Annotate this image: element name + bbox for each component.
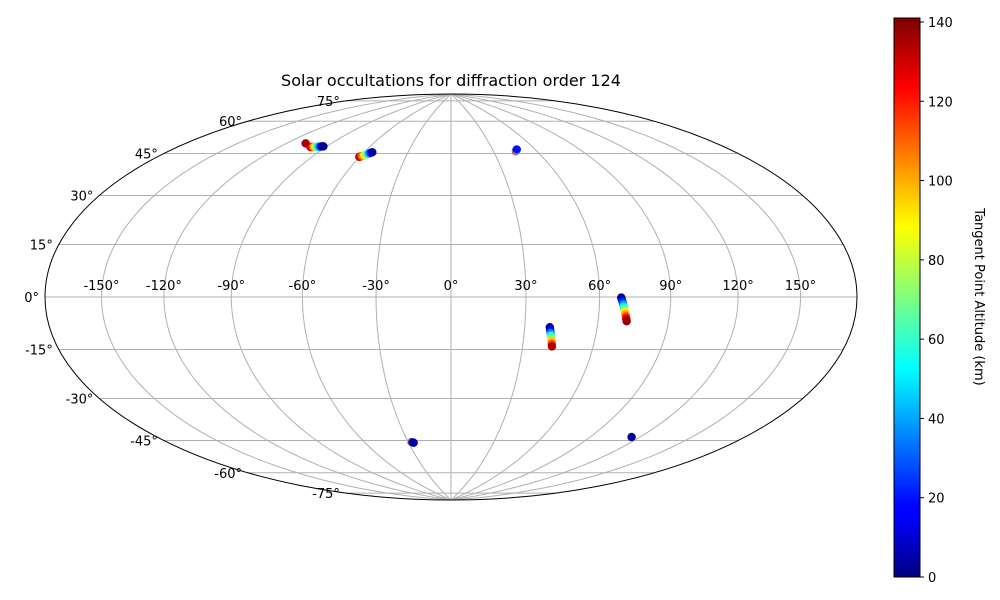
lon-tick-label: 90° xyxy=(659,279,682,294)
lon-tick-label: 30° xyxy=(514,279,537,294)
occultation-point xyxy=(627,432,636,442)
colorbar-tick-label: 60 xyxy=(928,333,945,348)
colorbar-tick-label: 20 xyxy=(928,492,945,507)
lat-tick-label: 15° xyxy=(30,238,53,253)
occultation-point xyxy=(368,147,377,157)
lat-tick-label: 30° xyxy=(70,190,93,205)
lon-tick-label: 120° xyxy=(722,279,753,294)
occultation-point xyxy=(512,145,521,154)
map-outline xyxy=(44,93,858,501)
occultation-point xyxy=(319,142,328,151)
lon-tick-label: 150° xyxy=(785,279,816,294)
lat-tick-label: -60° xyxy=(214,467,242,482)
colorbar-tick-label: 140 xyxy=(928,16,953,31)
lat-tick-label: 60° xyxy=(219,115,242,130)
colorbar-ticks: 0 20 40 60 80 100 120 140 xyxy=(920,16,953,586)
lat-tick-label: 0° xyxy=(24,291,39,306)
colorbar-tick-label: 100 xyxy=(928,175,953,190)
lon-tick-label: -30° xyxy=(362,279,390,294)
lon-tick-label: 0° xyxy=(444,279,459,294)
lat-tick-label: -30° xyxy=(66,393,94,408)
scatter-points xyxy=(301,139,636,447)
lon-tick-label: -90° xyxy=(217,279,245,294)
lon-tick-label: -120° xyxy=(146,279,182,294)
colorbar-tick-label: 80 xyxy=(928,254,945,269)
lon-tick-label: -150° xyxy=(83,279,119,294)
colorbar-tick-label: 0 xyxy=(928,571,936,586)
colorbar xyxy=(893,17,921,578)
lon-tick-label: -60° xyxy=(289,279,317,294)
graticule xyxy=(45,94,857,500)
colorbar-tick-label: 40 xyxy=(928,412,945,427)
latitude-tick-labels: 75° 60° 45° 30° 15° 0° -15° -30° -45° -60° -75° xyxy=(24,95,340,502)
lon-tick-label: 60° xyxy=(588,279,611,294)
occultation-point xyxy=(547,342,557,351)
occultation-point xyxy=(409,438,418,447)
chart-title: Solar occultations for diffraction order… xyxy=(281,71,621,90)
colorbar-tick-label: 120 xyxy=(928,95,953,110)
lat-tick-label: -75° xyxy=(312,487,340,502)
colorbar-label: Tangent Point Altitude (km) xyxy=(971,207,986,385)
lat-tick-label: -15° xyxy=(25,344,53,359)
longitude-tick-labels: -150° -120° -90° -60° -30° 0° 30° 60° 90° 120° 150… xyxy=(83,279,816,294)
lat-tick-label: 45° xyxy=(135,147,158,162)
lat-tick-label: 75° xyxy=(317,95,340,110)
occultation-point xyxy=(622,316,631,326)
lat-tick-label: -45° xyxy=(130,435,158,450)
